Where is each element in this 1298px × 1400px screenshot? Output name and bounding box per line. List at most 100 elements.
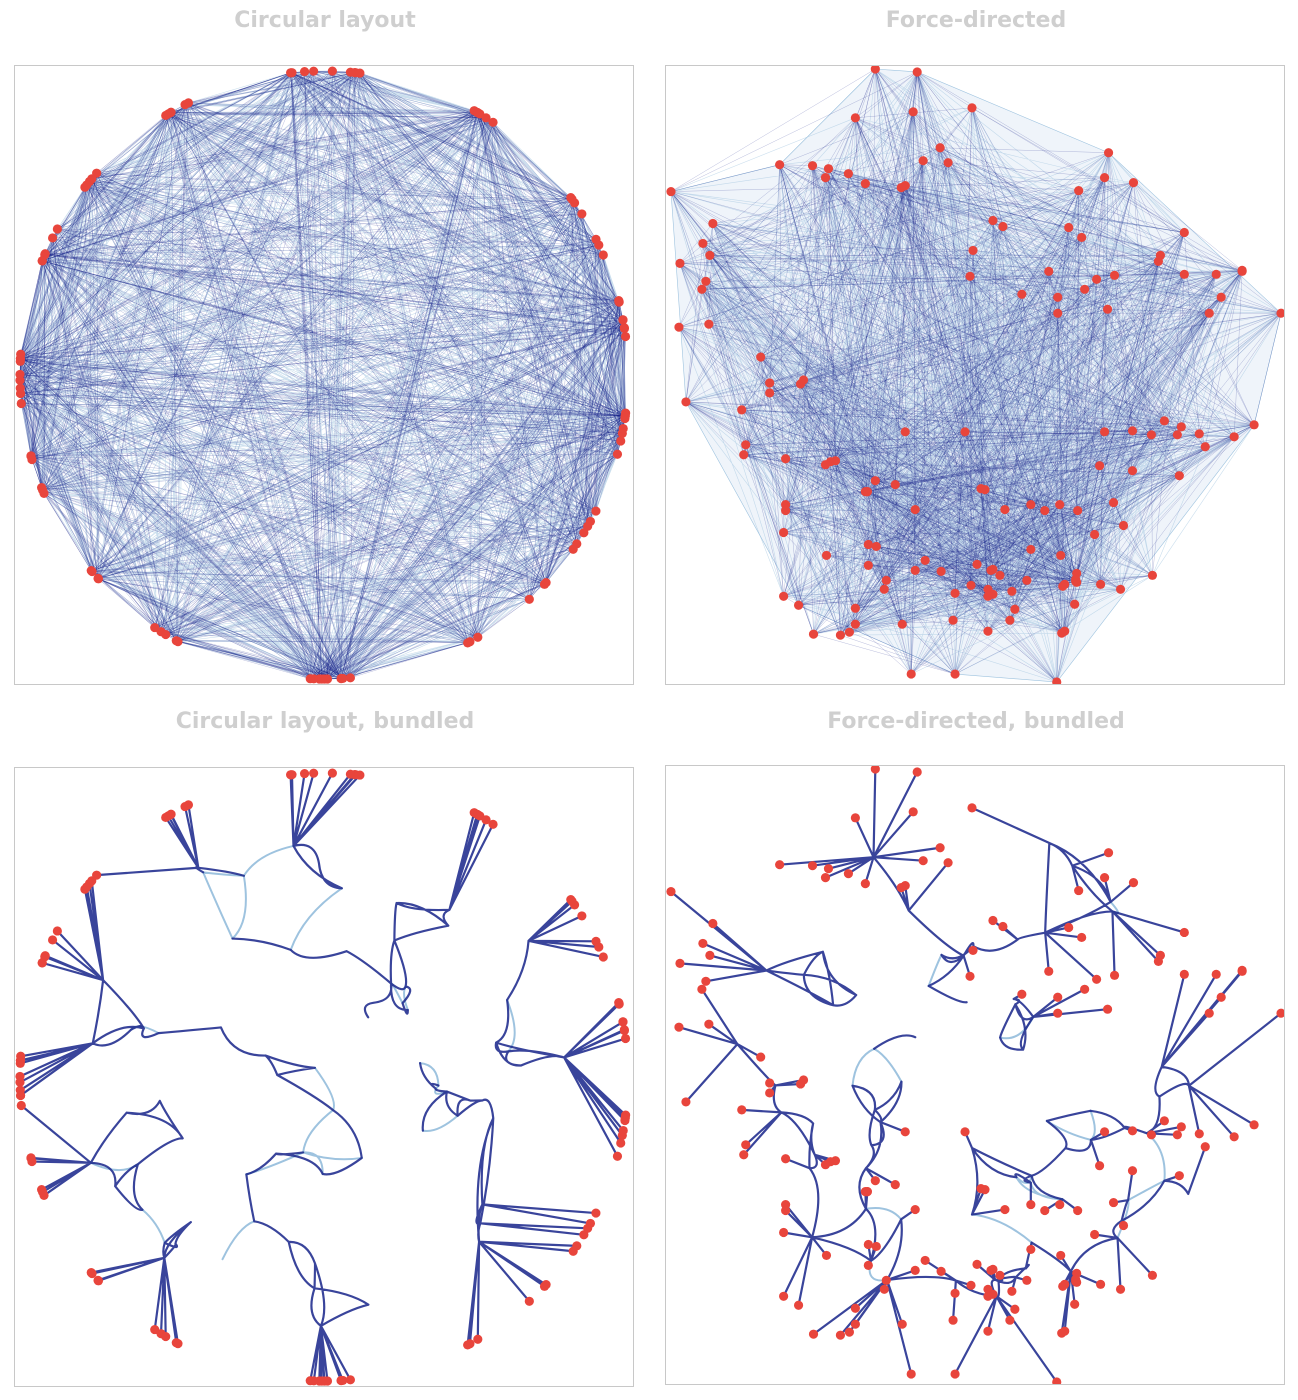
- graph-node: [524, 594, 534, 604]
- graph-node: [1096, 1279, 1106, 1289]
- graph-node: [995, 570, 1005, 580]
- graph-node: [739, 450, 749, 460]
- graph-node: [616, 436, 626, 446]
- graph-node: [988, 215, 998, 226]
- graph-node: [1216, 992, 1226, 1002]
- panel-title-force-directed-bundled: Force-directed, bundled: [827, 709, 1125, 734]
- graph-node: [1056, 1250, 1066, 1261]
- graph-node: [594, 942, 604, 952]
- graph-node: [737, 1105, 747, 1115]
- graph-node: [317, 1376, 327, 1386]
- graph-node: [950, 588, 960, 598]
- graph-node: [1103, 848, 1114, 858]
- graph-node: [850, 1319, 860, 1329]
- graph-node: [583, 1223, 593, 1233]
- graph-node: [890, 480, 900, 490]
- graph-node: [708, 918, 718, 929]
- graph-node: [821, 1250, 832, 1261]
- graph-node: [345, 67, 355, 77]
- panel-title-force-directed: Force-directed: [885, 8, 1067, 33]
- graph-node: [906, 1369, 916, 1379]
- graph-node: [1211, 269, 1221, 279]
- graph-node: [583, 521, 593, 531]
- graph-node: [674, 322, 684, 332]
- graph-node: [705, 950, 715, 960]
- graph-node: [793, 1300, 804, 1310]
- graph-node: [16, 398, 26, 409]
- graph-node: [15, 354, 25, 364]
- graph-node: [618, 315, 628, 325]
- graph-node: [1000, 1204, 1010, 1215]
- graph-node: [1057, 1328, 1067, 1338]
- graph-node: [1194, 429, 1204, 439]
- graph-node: [1147, 570, 1158, 580]
- graph-node: [1249, 420, 1259, 430]
- graph-node: [1118, 1220, 1129, 1231]
- graph-node: [920, 555, 930, 565]
- graph-node: [1249, 1120, 1259, 1130]
- graph-node: [567, 194, 577, 204]
- graph-node: [93, 1276, 104, 1286]
- graph-node: [1005, 1315, 1015, 1325]
- graph-node: [1229, 432, 1239, 442]
- graph-node: [943, 158, 953, 168]
- graph-node: [93, 574, 104, 584]
- graph-node: [481, 815, 491, 825]
- graph-node: [171, 1338, 181, 1348]
- graph-node: [327, 768, 337, 778]
- graph-node: [317, 674, 327, 684]
- graph-node: [87, 876, 97, 886]
- graph-node: [1179, 927, 1189, 938]
- graph-node: [15, 388, 26, 399]
- graph-node: [1057, 628, 1067, 638]
- graph-node: [698, 238, 708, 249]
- graph-node: [1095, 461, 1105, 471]
- graph-node: [299, 66, 310, 77]
- graph-node: [850, 619, 860, 629]
- graph-node: [983, 591, 993, 601]
- force-directed-bundled-graph: [666, 766, 1284, 1384]
- graph-node: [674, 1022, 684, 1032]
- graph-node: [473, 1334, 483, 1344]
- graph-node: [87, 566, 97, 577]
- graph-node: [1060, 1279, 1070, 1289]
- graph-node: [1064, 922, 1074, 933]
- graph-node: [756, 1052, 766, 1062]
- graph-node: [618, 423, 628, 434]
- graph-node: [863, 539, 873, 550]
- graph-node: [327, 66, 337, 76]
- graph-node: [850, 603, 860, 613]
- graph-node: [823, 864, 834, 874]
- graph-node: [798, 375, 809, 385]
- graph-node: [488, 117, 498, 127]
- graph-node: [1174, 1171, 1184, 1181]
- graph-node: [1052, 677, 1062, 684]
- graph-node: [820, 173, 831, 183]
- graph-node: [835, 630, 846, 640]
- graph-node: [870, 1176, 880, 1186]
- graph-node: [1080, 984, 1090, 994]
- graph-node: [781, 454, 791, 464]
- graph-node: [15, 1056, 25, 1066]
- graph-node: [591, 1208, 601, 1218]
- graph-node: [1211, 969, 1221, 979]
- graph-node: [1017, 289, 1027, 299]
- graph-node: [936, 566, 946, 576]
- graph-node: [798, 1075, 809, 1085]
- graph-node: [1090, 1229, 1100, 1240]
- graph-node: [705, 250, 715, 260]
- graph-node: [1056, 550, 1066, 561]
- graph-node: [1096, 579, 1106, 589]
- graph-node: [900, 427, 910, 437]
- graph-node: [463, 638, 473, 648]
- graph-node: [355, 770, 365, 780]
- graph-node: [568, 544, 578, 554]
- graph-node: [171, 636, 181, 646]
- graph-node: [779, 1291, 789, 1301]
- graph-node: [793, 600, 804, 610]
- graph-node: [1070, 1299, 1080, 1309]
- circular-bundled-edges: [18, 771, 627, 1383]
- graph-node: [567, 896, 577, 906]
- graph-node: [481, 113, 491, 123]
- graph-node: [830, 1156, 841, 1166]
